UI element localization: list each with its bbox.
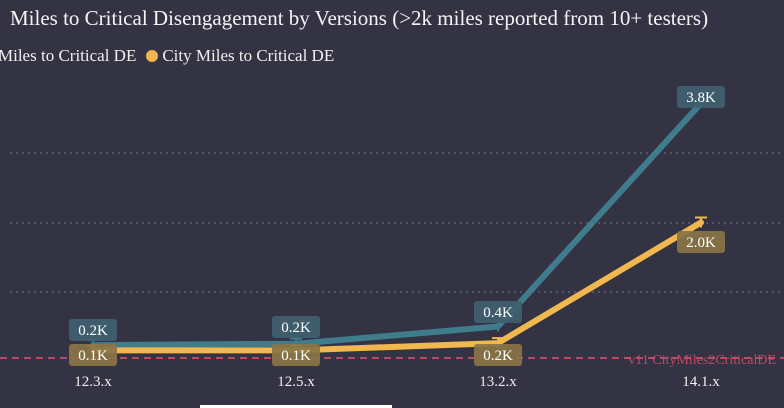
series-line-0[interactable]	[90, 100, 704, 349]
x-tick-label-3: 14.1.x	[682, 374, 720, 390]
data-point-1-3[interactable]	[698, 220, 704, 225]
data-label-0-1: 0.2K	[281, 320, 311, 336]
data-label-box-1-2	[474, 344, 522, 366]
x-axis-ticks: 12.3.x 12.5.x 13.2.x 14.1.x	[74, 374, 720, 390]
legend-item-city[interactable]: City Miles to Critical DE	[162, 46, 334, 66]
scrollbar[interactable]	[200, 405, 392, 408]
chart-title: Miles to Critical Disengagement by Versi…	[10, 6, 709, 30]
x-tick-label-1: 12.5.x	[277, 374, 315, 390]
data-label-box-0-1	[272, 316, 320, 338]
legend: Miles to Critical DE City Miles to Criti…	[0, 46, 334, 66]
data-labels: 0.2K 0.2K 0.4K 3.8K 0.1K 0.1K 0.2K 2.0K	[69, 86, 725, 366]
legend-dot-city-icon	[146, 50, 159, 62]
data-label-0-3: 3.8K	[686, 90, 716, 106]
gridlines	[10, 152, 784, 293]
data-label-box-0-0	[69, 319, 117, 341]
data-label-box-0-2	[474, 301, 522, 323]
x-tick-label-0: 12.3.x	[74, 374, 112, 390]
legend-label-miles: Miles to Critical DE	[0, 46, 137, 65]
x-tick-label-2: 13.2.x	[479, 374, 517, 390]
legend-item-miles[interactable]: Miles to Critical DE	[0, 46, 136, 66]
data-label-1-2: 0.2K	[483, 348, 513, 364]
data-label-box-1-1	[272, 344, 320, 366]
series-group	[87, 97, 707, 356]
reference-line-label: v11 CityMiles2CriticalDE	[628, 353, 776, 368]
data-label-1-3: 2.0K	[686, 235, 716, 251]
data-label-box-0-3	[677, 86, 725, 108]
reference-line-group: v11 CityMiles2CriticalDE	[0, 353, 784, 368]
series-line-1[interactable]	[90, 219, 704, 354]
data-label-box-1-0	[69, 344, 117, 366]
data-label-1-1: 0.1K	[281, 348, 311, 364]
data-label-0-2: 0.4K	[483, 305, 513, 321]
data-point-0-2[interactable]	[495, 324, 501, 330]
data-label-1-0: 0.1K	[78, 348, 108, 364]
legend-label-city: City Miles to Critical DE	[162, 46, 335, 65]
data-label-box-1-3	[677, 231, 725, 253]
data-label-0-0: 0.2K	[78, 323, 108, 339]
